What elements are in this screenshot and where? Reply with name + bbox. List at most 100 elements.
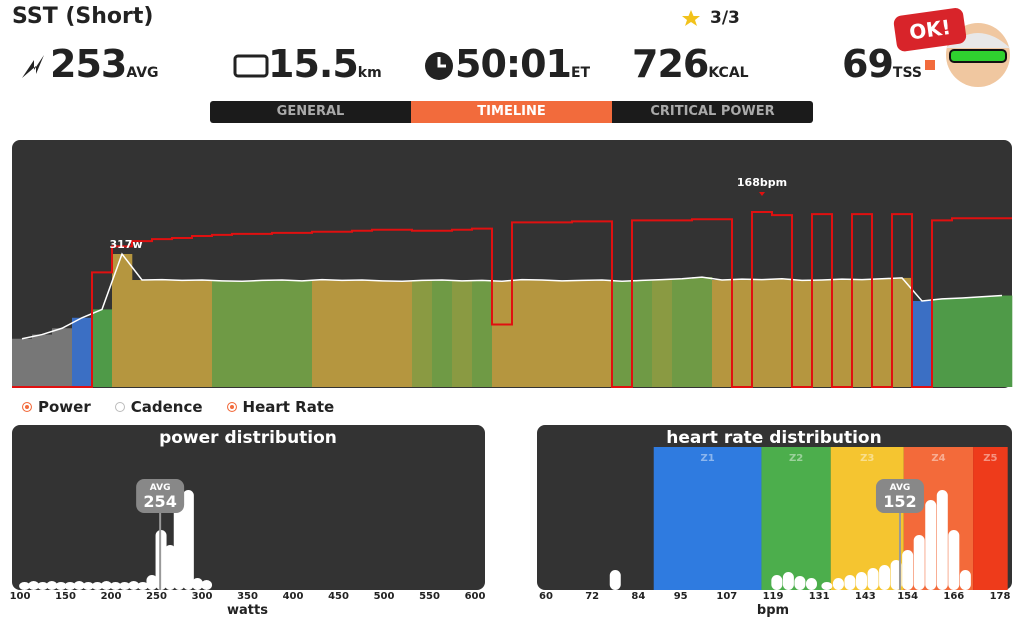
- legend-item[interactable]: Cadence: [114, 398, 203, 416]
- legend-label: Heart Rate: [242, 398, 335, 416]
- tabs: GENERAL TIMELINE CRITICAL POWER: [210, 101, 813, 123]
- power-fill: [612, 281, 633, 387]
- star-icon: [682, 10, 700, 26]
- dist-bar: [37, 582, 49, 590]
- dist-bar: [173, 490, 185, 590]
- legend-dot: [114, 402, 125, 412]
- dist-bar: [782, 572, 794, 590]
- x-tick-label: 300: [192, 591, 213, 602]
- stat: 69TSS: [842, 42, 922, 86]
- tab[interactable]: CRITICAL POWER: [650, 104, 775, 119]
- zone-label: Z3: [860, 453, 874, 464]
- zone: [761, 447, 831, 590]
- zone-label: Z2: [789, 453, 803, 464]
- x-tick-label: 100: [10, 591, 31, 602]
- power-fill: [552, 280, 573, 387]
- stat-unit: AVG: [126, 65, 159, 81]
- x-tick-label: 166: [943, 591, 964, 602]
- power-fill: [452, 280, 473, 387]
- dist-bar: [46, 581, 58, 590]
- dist-bar: [201, 580, 213, 590]
- power-fill: [92, 309, 113, 387]
- tab[interactable]: GENERAL: [276, 104, 345, 119]
- dist-bar: [191, 578, 203, 590]
- power-fill: [872, 278, 893, 387]
- dist-bar: [100, 581, 112, 590]
- power-fill: [232, 281, 253, 387]
- dist-bar: [794, 576, 806, 590]
- max-hr-marker: [759, 192, 765, 196]
- zone-label: Z4: [931, 453, 945, 464]
- power-fill: [892, 277, 913, 387]
- dist-bar: [110, 582, 122, 590]
- power-fill: [352, 280, 373, 387]
- power-fill: [472, 280, 493, 387]
- dist-bar: [164, 545, 176, 590]
- x-tick-label: 84: [631, 591, 645, 602]
- clock-hands: [437, 57, 446, 68]
- dist-bar: [867, 568, 879, 590]
- power-fill: [112, 254, 133, 387]
- power-fill: [672, 278, 693, 387]
- power-fill: [912, 300, 933, 387]
- power-fill: [952, 298, 973, 387]
- stat: 726KCAL: [632, 42, 749, 86]
- bubble-shape: [893, 8, 967, 52]
- dist-bar: [925, 500, 937, 590]
- legend-item[interactable]: Heart Rate: [226, 398, 335, 416]
- zone-label: Z1: [700, 453, 714, 464]
- dist-bar: [805, 578, 817, 590]
- x-tick-label: 178: [990, 591, 1011, 602]
- dist-bar: [19, 582, 31, 590]
- x-tick-label: 450: [328, 591, 349, 602]
- stat-unit: KCAL: [708, 65, 749, 81]
- dist-bar: [82, 582, 94, 590]
- power-fill: [752, 279, 773, 387]
- power-fill: [132, 280, 153, 387]
- dist-bar: [771, 575, 783, 590]
- power-fill: [292, 280, 313, 387]
- avg-caption: AVG: [150, 483, 171, 493]
- tab[interactable]: TIMELINE: [411, 101, 612, 123]
- power-panel: [12, 425, 485, 590]
- legend-dot: [226, 402, 237, 412]
- dist-bar: [128, 581, 140, 590]
- stat: 15.5km: [268, 42, 382, 86]
- dist-bar: [902, 550, 914, 590]
- power-fill: [852, 279, 873, 387]
- x-tick-label: 72: [585, 591, 599, 602]
- dist-bar: [137, 582, 149, 590]
- stars: 3/3: [710, 8, 740, 28]
- power-fill: [32, 334, 53, 387]
- avg-box: [136, 479, 185, 513]
- power-fill: [72, 317, 93, 387]
- avg-box: [875, 479, 924, 513]
- x-tick-label: 150: [55, 591, 76, 602]
- tss-info: [925, 60, 935, 70]
- x-tick-label: 600: [465, 591, 486, 602]
- dist-bar: [913, 535, 925, 590]
- badge-text: OK!: [908, 15, 953, 45]
- x-tick-label: 119: [763, 591, 784, 602]
- power-fill: [792, 280, 813, 387]
- power-fill: [572, 280, 593, 387]
- power-fill: [432, 280, 453, 387]
- power-fill: [252, 280, 273, 387]
- power-fill: [772, 278, 793, 387]
- stat-unit: km: [357, 65, 382, 81]
- dist-bar: [936, 490, 948, 590]
- stat: 253AVG: [50, 42, 159, 86]
- legend-item[interactable]: Power: [22, 398, 91, 416]
- power-fill: [632, 280, 653, 387]
- zone: [653, 447, 762, 590]
- power-fill: [972, 296, 993, 387]
- x-tick-label: 143: [855, 591, 876, 602]
- workout-title: SST (Short): [12, 4, 154, 29]
- power-fill: [932, 298, 953, 387]
- max-hr-label: 168bpm: [737, 176, 787, 189]
- x-tick-label: 131: [809, 591, 830, 602]
- power-fill: [332, 280, 353, 387]
- dist-bar: [91, 582, 103, 590]
- power-fill: [832, 279, 853, 387]
